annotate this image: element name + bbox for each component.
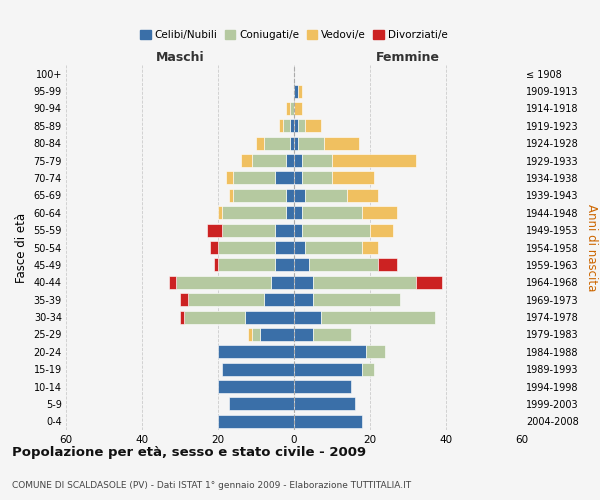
Bar — [294, 154, 302, 167]
Bar — [294, 398, 355, 410]
Bar — [218, 241, 275, 254]
Bar — [229, 189, 233, 202]
Bar — [245, 310, 294, 324]
Bar — [252, 328, 260, 341]
Y-axis label: Anni di nascita: Anni di nascita — [586, 204, 598, 291]
Bar — [294, 189, 305, 202]
Bar — [294, 415, 362, 428]
Bar — [176, 276, 271, 289]
Bar — [263, 293, 294, 306]
Bar — [294, 346, 366, 358]
Bar — [271, 276, 294, 289]
Bar — [302, 172, 332, 184]
Bar — [294, 120, 298, 132]
Bar — [294, 84, 298, 98]
Bar — [294, 241, 305, 254]
Bar — [256, 136, 263, 149]
Bar — [263, 136, 290, 149]
Bar — [298, 120, 305, 132]
Bar — [275, 258, 294, 272]
Bar — [294, 206, 302, 220]
Bar — [222, 206, 286, 220]
Bar — [260, 328, 294, 341]
Bar — [206, 224, 222, 236]
Bar — [226, 172, 233, 184]
Bar — [332, 172, 374, 184]
Bar — [302, 224, 370, 236]
Bar — [275, 241, 294, 254]
Bar — [279, 120, 283, 132]
Bar — [218, 346, 294, 358]
Y-axis label: Fasce di età: Fasce di età — [15, 212, 28, 282]
Bar — [313, 293, 400, 306]
Bar — [286, 206, 294, 220]
Bar — [305, 189, 347, 202]
Bar — [294, 328, 313, 341]
Bar — [286, 154, 294, 167]
Bar — [294, 293, 313, 306]
Bar — [180, 310, 184, 324]
Bar — [218, 206, 222, 220]
Bar — [290, 136, 294, 149]
Bar — [347, 189, 377, 202]
Text: Femmine: Femmine — [376, 51, 440, 64]
Text: Popolazione per età, sesso e stato civile - 2009: Popolazione per età, sesso e stato civil… — [12, 446, 366, 459]
Bar — [286, 189, 294, 202]
Bar — [233, 172, 275, 184]
Bar — [320, 310, 434, 324]
Bar — [298, 136, 325, 149]
Bar — [305, 120, 320, 132]
Bar — [302, 154, 332, 167]
Bar — [377, 258, 397, 272]
Bar — [286, 102, 290, 115]
Bar — [218, 380, 294, 393]
Bar — [370, 224, 393, 236]
Bar — [362, 241, 377, 254]
Bar — [290, 102, 294, 115]
Bar — [294, 362, 362, 376]
Bar — [366, 346, 385, 358]
Bar — [169, 276, 176, 289]
Bar — [294, 276, 313, 289]
Bar — [218, 258, 275, 272]
Bar — [416, 276, 442, 289]
Bar — [298, 84, 302, 98]
Bar — [211, 241, 218, 254]
Bar — [275, 172, 294, 184]
Bar — [252, 154, 286, 167]
Bar — [290, 120, 294, 132]
Bar — [214, 258, 218, 272]
Bar — [283, 120, 290, 132]
Bar — [275, 224, 294, 236]
Bar — [184, 310, 245, 324]
Bar — [362, 362, 374, 376]
Bar — [294, 136, 298, 149]
Legend: Celibi/Nubili, Coniugati/e, Vedovi/e, Divorziati/e: Celibi/Nubili, Coniugati/e, Vedovi/e, Di… — [138, 28, 450, 42]
Bar — [229, 398, 294, 410]
Text: COMUNE DI SCALDASOLE (PV) - Dati ISTAT 1° gennaio 2009 - Elaborazione TUTTITALIA: COMUNE DI SCALDASOLE (PV) - Dati ISTAT 1… — [12, 482, 411, 490]
Bar — [309, 258, 377, 272]
Text: Maschi: Maschi — [155, 51, 205, 64]
Bar — [325, 136, 359, 149]
Bar — [222, 362, 294, 376]
Bar — [362, 206, 397, 220]
Bar — [302, 206, 362, 220]
Bar — [313, 328, 351, 341]
Bar — [233, 189, 286, 202]
Bar — [294, 310, 320, 324]
Bar — [218, 415, 294, 428]
Bar — [222, 224, 275, 236]
Bar — [313, 276, 416, 289]
Bar — [180, 293, 188, 306]
Bar — [241, 154, 252, 167]
Bar — [294, 172, 302, 184]
Bar — [294, 380, 351, 393]
Bar — [248, 328, 252, 341]
Bar — [188, 293, 263, 306]
Bar — [305, 241, 362, 254]
Bar — [294, 258, 309, 272]
Bar — [294, 224, 302, 236]
Bar — [332, 154, 416, 167]
Bar — [294, 102, 302, 115]
